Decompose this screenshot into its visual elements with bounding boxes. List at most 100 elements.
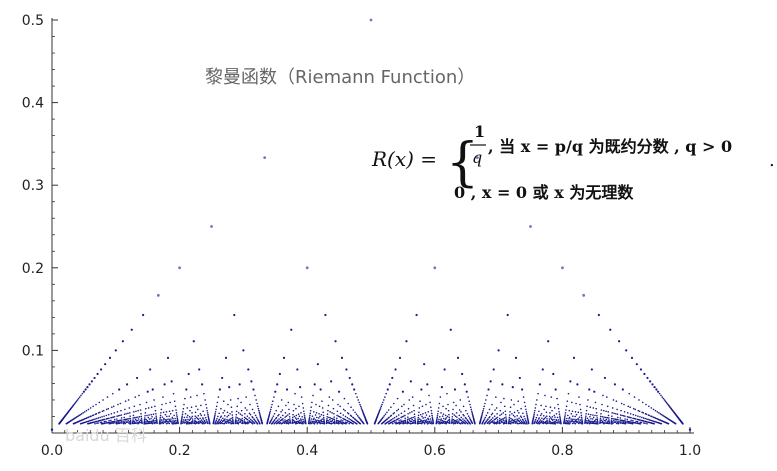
data-point [421,405,424,408]
data-point [269,410,272,413]
data-point [519,419,522,421]
data-point [565,422,568,425]
data-point [93,376,96,380]
x-tick-label: 0.0 [41,443,63,459]
data-point [82,390,85,393]
data-point [555,419,558,422]
data-point [131,422,134,425]
data-point [240,401,242,404]
data-point [194,417,196,420]
data-point [564,416,566,418]
data-point [581,422,584,425]
data-point [125,383,129,386]
data-point [333,418,336,421]
data-point [108,419,110,422]
data-point [688,428,692,431]
data-point [169,412,172,415]
data-point [352,409,355,411]
data-point [525,408,527,411]
data-point [140,412,142,415]
data-point [509,411,511,413]
data-point [645,418,648,420]
data-point [185,423,188,425]
data-point [175,409,177,411]
data-point [237,419,240,422]
data-point [395,419,398,421]
data-point [613,419,615,422]
data-point [484,416,487,419]
data-point [576,421,578,424]
data-point [399,422,402,425]
data-point [102,399,104,401]
data-point [401,416,404,418]
data-point [144,417,146,419]
data-point [386,411,388,414]
data-point [155,415,157,417]
data-point [653,422,655,425]
data-point [626,422,628,424]
data-point [518,420,521,423]
data-point [574,420,576,423]
data-point [568,423,571,425]
data-point [593,390,596,393]
data-point [330,380,333,383]
data-point [569,420,571,422]
data-point [584,422,586,425]
data-point [451,418,453,420]
data-point [145,418,147,421]
data-point [249,403,251,406]
data-point [275,422,278,425]
data-point [168,410,171,413]
data-point [429,401,431,404]
data-point [348,417,350,420]
data-point [181,415,183,417]
data-point [337,422,340,425]
data-point [308,416,311,418]
data-point [181,422,184,424]
chart-title: 黎曼函数（Riemann Function） [205,67,475,88]
data-point [287,401,290,404]
data-point [514,420,517,423]
data-point [258,412,261,415]
data-point [419,413,422,416]
data-point [625,349,628,352]
data-point [589,416,591,418]
data-point [580,412,582,414]
data-point [554,416,556,418]
data-point [449,422,451,425]
data-point [410,417,413,419]
data-point [653,386,656,389]
data-point [239,413,242,416]
data-point [317,419,320,422]
data-point [103,415,105,417]
data-point [601,403,603,406]
data-point [597,423,599,425]
data-point [415,313,418,317]
data-point [158,422,161,425]
data-point [520,420,523,423]
data-point [502,412,505,414]
data-point [495,407,498,409]
data-point [357,399,360,401]
data-point [635,418,637,420]
data-point [529,225,532,228]
data-point [85,409,88,412]
data-point [125,418,128,421]
data-point [539,414,542,417]
data-point [243,416,246,419]
data-point [522,422,525,425]
data-point [164,418,166,421]
data-point [647,418,649,421]
data-point [142,313,145,317]
data-point [556,422,559,424]
data-point [487,388,490,391]
x-tick-label: 0.4 [296,443,318,459]
data-point [135,410,137,413]
data-point [611,423,613,425]
data-point [586,422,589,425]
data-point [202,418,205,420]
data-point [448,420,451,422]
data-point [298,419,301,422]
data-point [482,409,484,412]
data-point [291,422,293,425]
